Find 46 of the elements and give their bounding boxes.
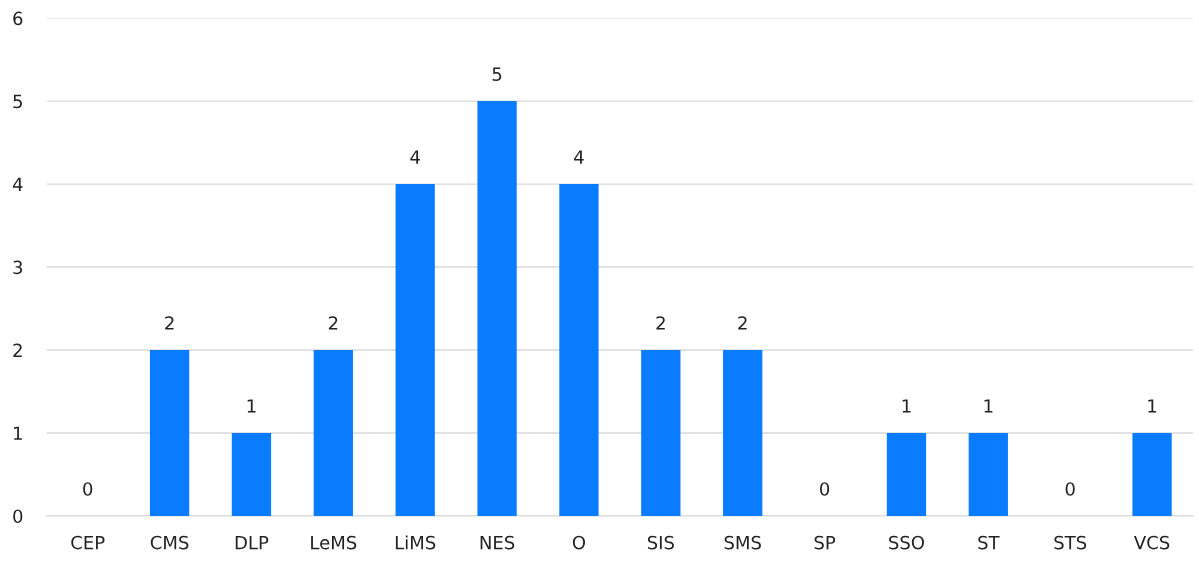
y-tick-label: 0 [13,509,23,524]
data-label: 0 [1065,482,1075,496]
bar [1132,433,1172,516]
data-label: 0 [820,482,830,496]
x-tick-label: STS [1054,535,1087,550]
bar [641,350,681,516]
x-tick-label: LiMS [395,535,436,550]
data-label: 2 [165,316,174,330]
x-tick-label: O [572,535,586,550]
bar [559,184,599,516]
bar [968,433,1008,516]
data-label: 1 [902,399,911,413]
data-label: 1 [1148,399,1157,413]
x-tick-label: CMS [150,535,189,550]
x-tick-label: LeMS [311,535,357,550]
x-tick-label: SP [814,535,836,550]
bar [231,433,272,516]
y-tick-label: 2 [13,343,22,357]
data-label: 2 [328,316,338,330]
y-tick-label: 5 [13,94,22,109]
x-tick-label: NES [480,535,515,550]
bar [723,350,763,516]
data-label: 4 [574,150,584,164]
bar [886,433,927,516]
data-label: 0 [83,482,93,496]
bar [477,101,517,516]
bar [313,350,353,516]
x-tick-label: SIS [647,535,674,550]
bar [395,184,435,516]
bar [149,350,190,516]
y-tick-label: 1 [14,426,22,440]
x-tick-label: DLP [235,535,269,550]
data-label: 1 [247,399,256,413]
x-tick-label: SSO [889,535,924,550]
y-tick-label: 4 [12,177,23,191]
y-tick-label: 6 [13,11,23,26]
data-label: 2 [656,316,665,330]
data-label: 2 [738,316,747,330]
data-label: 5 [492,67,502,81]
data-label: 4 [410,150,420,164]
x-tick-label: VCS [1134,535,1170,550]
data-label: 1 [984,399,993,413]
x-tick-label: ST [978,535,1000,550]
x-tick-label: CEP [71,535,105,550]
x-tick-label: SMS [724,535,761,550]
y-tick-label: 3 [13,260,23,275]
